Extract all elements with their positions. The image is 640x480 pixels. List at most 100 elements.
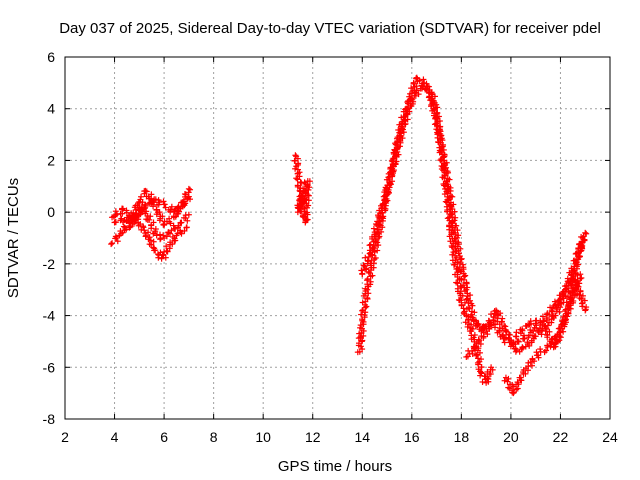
data-point xyxy=(369,272,376,279)
data-point xyxy=(148,222,155,229)
data-point xyxy=(166,218,173,225)
data-point xyxy=(454,227,461,234)
data-point xyxy=(497,333,504,340)
data-point xyxy=(458,256,465,263)
data-point xyxy=(548,316,555,323)
data-point xyxy=(477,341,484,348)
data-point xyxy=(130,220,137,227)
data-point xyxy=(449,251,456,258)
data-point xyxy=(531,333,538,340)
data-point xyxy=(562,307,569,314)
data-point xyxy=(474,359,481,366)
data-point xyxy=(182,215,189,222)
data-point xyxy=(364,277,371,284)
data-point xyxy=(142,187,149,194)
data-point xyxy=(514,385,521,392)
data-point xyxy=(430,97,437,104)
data-point xyxy=(515,338,522,345)
data-point xyxy=(559,317,566,324)
data-point xyxy=(387,164,394,171)
data-point xyxy=(559,290,566,297)
data-point xyxy=(484,375,491,382)
data-point xyxy=(560,328,567,335)
data-point xyxy=(119,205,126,212)
data-point xyxy=(434,122,441,129)
data-point xyxy=(179,199,186,206)
data-point xyxy=(413,75,420,82)
data-point xyxy=(463,286,470,293)
data-point xyxy=(506,385,513,392)
data-point xyxy=(399,126,406,133)
y-tick-label: -8 xyxy=(43,411,56,427)
data-point xyxy=(556,337,563,344)
data-point xyxy=(433,126,440,133)
data-point xyxy=(542,328,549,335)
data-point xyxy=(520,332,527,339)
data-point xyxy=(513,329,520,336)
data-point xyxy=(537,346,544,353)
data-point xyxy=(468,347,475,354)
data-point xyxy=(526,321,533,328)
data-point xyxy=(165,229,172,236)
data-point xyxy=(304,216,311,223)
data-point xyxy=(369,233,376,240)
data-point xyxy=(365,268,372,275)
data-point xyxy=(473,343,480,350)
data-point xyxy=(420,76,427,83)
data-point xyxy=(484,331,491,338)
data-point xyxy=(478,356,485,363)
y-tick-label: 4 xyxy=(47,101,55,117)
data-point xyxy=(539,313,546,320)
data-point xyxy=(358,267,365,274)
data-point xyxy=(354,349,361,356)
data-point xyxy=(147,213,154,220)
data-point xyxy=(359,346,366,353)
data-point xyxy=(393,158,400,165)
data-point xyxy=(160,221,167,228)
data-point xyxy=(494,312,501,319)
x-tick-label: 14 xyxy=(354,429,370,445)
data-point xyxy=(574,272,581,279)
data-point xyxy=(437,139,444,146)
data-point xyxy=(488,364,495,371)
x-tick-label: 8 xyxy=(210,429,218,445)
data-point xyxy=(458,302,465,309)
data-point xyxy=(571,263,578,270)
data-point xyxy=(454,243,461,250)
data-point xyxy=(466,328,473,335)
data-point xyxy=(293,163,300,170)
data-point xyxy=(360,262,367,269)
data-point xyxy=(163,233,170,240)
data-point xyxy=(372,237,379,244)
data-point xyxy=(474,322,481,329)
data-point xyxy=(152,226,159,233)
x-tick-label: 6 xyxy=(160,429,168,445)
data-point xyxy=(117,228,124,235)
data-point xyxy=(439,163,446,170)
plot-frame xyxy=(64,56,611,420)
y-tick-label: 6 xyxy=(47,49,55,65)
data-point xyxy=(560,295,567,302)
data-point xyxy=(126,212,133,219)
data-point xyxy=(364,294,371,301)
data-point xyxy=(378,202,385,209)
data-point xyxy=(501,377,508,384)
data-point xyxy=(302,189,309,196)
x-tick-label: 10 xyxy=(255,429,271,445)
data-point xyxy=(411,92,418,99)
data-point xyxy=(153,232,160,239)
data-point xyxy=(358,338,365,345)
data-point xyxy=(385,170,392,177)
data-point xyxy=(469,350,476,357)
data-point xyxy=(573,283,580,290)
data-point xyxy=(135,219,142,226)
data-point xyxy=(374,247,381,254)
data-point xyxy=(455,239,462,246)
data-point xyxy=(529,362,536,369)
data-point xyxy=(183,224,190,231)
y-tick-label: 2 xyxy=(47,152,55,168)
data-point xyxy=(364,257,371,264)
data-point xyxy=(357,324,364,331)
y-tick-label: -4 xyxy=(43,308,56,324)
data-point xyxy=(181,227,188,234)
